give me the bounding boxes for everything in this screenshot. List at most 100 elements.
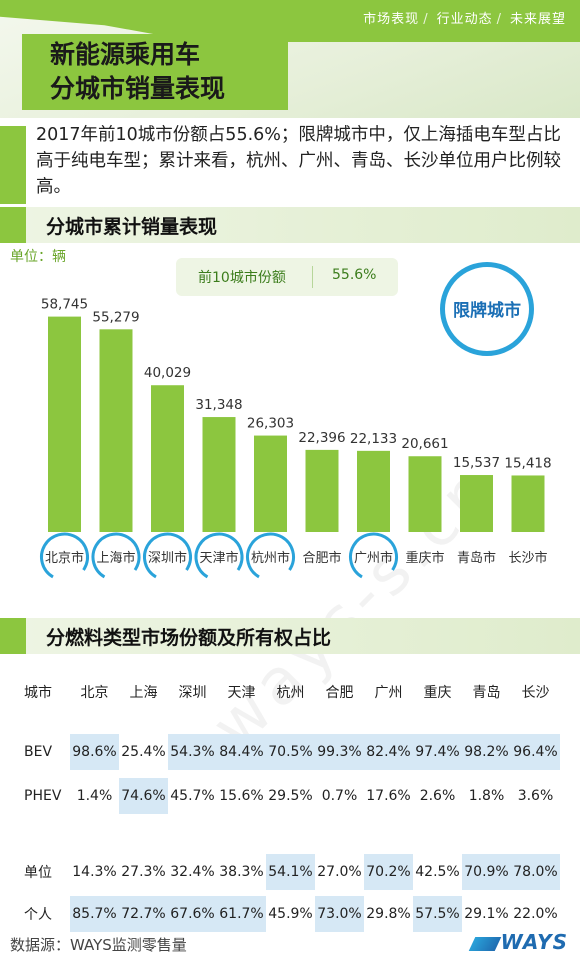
bar-value-label: 58,745 [41,297,88,313]
restricted-city-ring [91,532,141,582]
table-row-label: BEV [24,744,53,760]
bar-value-label: 55,279 [92,309,139,325]
section-accent-bar [0,207,26,243]
bar-value-label: 22,133 [350,431,397,447]
unit-label: 单位：辆 [10,249,66,265]
category-label: 广州市 [354,550,393,566]
bar-value-label: 26,303 [247,416,294,432]
intro-accent-bar [0,126,26,204]
table-cell: 29.8% [366,906,411,922]
nav-item-market[interactable]: 市场表现 [363,12,420,27]
category-label: 深圳市 [148,550,187,566]
table-cell: 22.0% [513,906,558,922]
table-cell: 38.3% [219,864,264,880]
table-header-label: 城市 [24,685,52,701]
table-cell: 78.0% [511,854,560,890]
bar [511,475,545,532]
table-cell: 74.6% [119,778,168,814]
table-cell: 85.7% [70,896,119,932]
table-row-label: PHEV [24,788,62,804]
top-nav: 市场表现 / 行业动态 / 未来展望 [363,12,566,27]
table-header-city: 合肥 [325,685,354,701]
table-cell: 98.2% [462,734,511,770]
table-cell: 57.5% [413,896,462,932]
nav-item-industry[interactable]: 行业动态 [436,12,493,27]
table-cell: 72.7% [119,896,168,932]
table-header-city: 北京 [80,685,109,701]
nav-item-outlook[interactable]: 未来展望 [509,12,566,27]
bar [460,475,493,532]
category-label: 青岛市 [457,550,496,566]
section-title-sales: 分城市累计销量表现 [46,216,218,238]
table-cell: 27.3% [121,864,166,880]
restricted-city-ring [194,532,244,582]
page-title-line1: 新能源乘用车 [50,40,201,69]
category-label: 杭州市 [251,550,290,566]
table-cell: 70.5% [266,734,315,770]
table-row-label: 个人 [24,907,52,923]
table-header-city: 天津 [227,685,256,701]
table-cell: 25.4% [121,744,166,760]
table-cell: 61.7% [217,896,266,932]
logo-text: WAYS [500,930,568,954]
data-source-note: 数据源：WAYS监测零售量 [10,936,187,954]
table-header-city: 长沙 [521,685,550,701]
table-cell: 2.6% [419,788,456,804]
top10-share-label: 前10城市份额 [198,270,286,286]
bar-value-label: 40,029 [144,365,191,381]
table-cell: 45.7% [170,788,215,804]
intro-text: 2017年前10城市份额占55.6%；限牌城市中，仅上海插电车型占比高于纯电车型… [36,125,561,197]
bar-value-label: 31,348 [195,397,242,413]
restricted-city-legend: 限牌城市 [453,301,521,321]
bar-value-label: 20,661 [401,436,448,452]
bar [357,450,390,532]
category-label: 上海市 [96,550,135,566]
table-cell: 99.3% [315,734,364,770]
fuel-ownership-table: 城市 北京 上海 深圳 天津 杭州 合肥 广州 重庆 青岛 长沙 BEV 98.6… [24,674,560,932]
top10-share-box: 前10城市份额 55.6% [176,258,398,296]
section-header-fuel-share: 分燃料类型市场份额及所有权占比 [0,618,580,654]
table-cell: 84.4% [217,734,266,770]
category-label: 北京市 [45,550,84,566]
table-row-institutional: 单位 14.3% 27.3% 32.4% 38.3% 54.1% 27.0% 70.2% 42.… [24,854,560,890]
category-label: 天津市 [199,550,238,566]
table-header-city: 广州 [374,685,403,701]
table-cell: 1.8% [468,788,505,804]
table-cell: 3.6% [517,788,554,804]
table-cell: 14.3% [72,864,117,880]
table-cell: 32.4% [170,864,215,880]
table-header-city: 重庆 [423,685,452,701]
table-cell: 73.0% [315,896,364,932]
table-cell: 29.1% [464,906,509,922]
table-row-bev: BEV 98.6% 25.4% 54.3% 84.4% 70.5% 99.3% 82.4% 97… [24,734,560,770]
table-row-individual: 个人 85.7% 72.7% 67.6% 61.7% 45.9% 73.0% 29.8% 57.… [24,896,560,932]
bar [99,329,133,532]
section-accent-bar [0,618,26,654]
logo-swoosh-icon [468,936,501,951]
table-cell: 98.6% [70,734,119,770]
sales-bar-chart: 58,745 北京市 55,279 上海市 40,029 深圳市 31,348 天津市 26,3… [40,297,552,582]
share-divider [312,266,313,288]
bar [408,456,442,532]
table-cell: 54.1% [266,854,315,890]
table-header-row: 城市 北京 上海 深圳 天津 杭州 合肥 广州 重庆 青岛 长沙 [24,674,560,710]
bar [254,435,287,532]
bar-value-label: 22,396 [298,430,345,446]
bar [305,449,339,532]
category-label: 长沙市 [508,550,547,566]
table-cell: 45.9% [268,906,313,922]
table-cell: 17.6% [366,788,411,804]
page-title-line2: 分城市销量表现 [50,74,226,103]
table-row-label: 单位 [24,865,52,881]
restricted-city-ring [40,532,89,582]
restricted-city-ring-icon [440,262,534,356]
table-cell: 1.4% [76,788,113,804]
section-title-fuel-share: 分燃料类型市场份额及所有权占比 [46,627,332,649]
restricted-city-ring [142,532,192,582]
table-cell: 15.6% [219,788,264,804]
table-header-city: 上海 [129,685,158,701]
bar [151,385,184,532]
restricted-city-ring [349,532,398,582]
table-cell: 70.9% [462,854,511,890]
table-cell: 0.7% [321,788,358,804]
